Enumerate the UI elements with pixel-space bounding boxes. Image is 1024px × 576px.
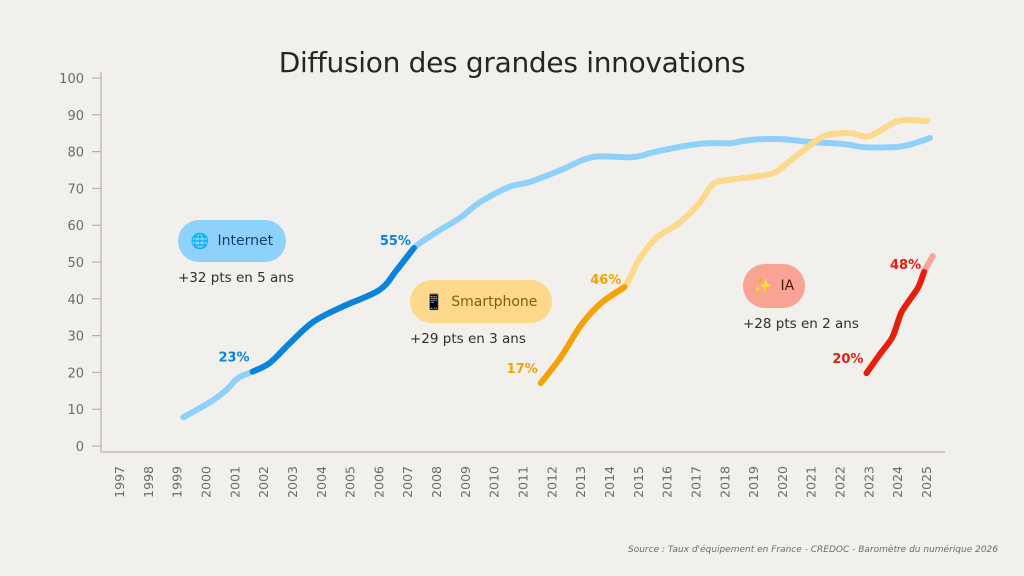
smartphone-value-label: 46%: [590, 273, 621, 288]
x-tick-label: 2018: [717, 466, 732, 498]
x-tick-label: 2002: [256, 466, 271, 498]
legend-pill-smartphone: 📱 Smartphone: [410, 280, 552, 323]
y-tick-label: 100: [59, 72, 84, 87]
y-tick-label: 40: [67, 293, 84, 308]
x-tick-label: 2016: [660, 466, 675, 498]
legend-label-smartphone: Smartphone: [451, 293, 538, 310]
sparkles-icon: ✨: [753, 277, 773, 295]
x-tick-label: 2014: [602, 466, 617, 498]
x-tick-label: 2006: [371, 466, 386, 498]
y-tick-label: 20: [67, 366, 84, 381]
x-tick-label: 1997: [112, 466, 127, 498]
x-tick-label: 2011: [516, 466, 531, 498]
internet-value-label: 23%: [218, 351, 249, 366]
x-tick-label: 2007: [400, 466, 415, 498]
y-tick-label: 70: [67, 182, 84, 197]
x-tick-label: 2001: [227, 466, 242, 498]
globe-icon: 🌐: [190, 232, 210, 250]
x-tick-label: 2004: [314, 466, 329, 498]
y-tick-label: 80: [67, 146, 84, 161]
y-tick-label: 90: [67, 109, 84, 124]
y-tick-label: 0: [76, 440, 84, 455]
ia-value-label: 20%: [832, 352, 863, 367]
x-tick-label: 2010: [487, 466, 502, 498]
x-tick-label: 2008: [429, 466, 444, 498]
legend-pill-internet: 🌐 Internet: [178, 220, 286, 262]
source-note: Source : Taux d'équipement en France - C…: [628, 545, 998, 555]
ia-highlight-segment: [863, 268, 928, 377]
y-tick-label: 50: [67, 256, 84, 271]
x-tick-label: 2005: [343, 466, 358, 498]
x-tick-label: 2023: [861, 466, 876, 498]
smartphone-value-label: 17%: [507, 362, 538, 377]
chart-title: Diffusion des grandes innovations: [278, 46, 746, 79]
internet-line: [180, 134, 933, 421]
smartphone-growth-note: +29 pts en 3 ans: [410, 331, 526, 347]
x-tick-label: 2022: [833, 466, 848, 498]
x-tick-label: 2013: [573, 466, 588, 498]
x-tick-label: 2003: [285, 466, 300, 498]
x-tick-label: 2009: [458, 466, 473, 498]
ia-value-label: 48%: [890, 258, 921, 273]
internet-value-label: 55%: [380, 234, 411, 249]
legend-label-internet: Internet: [217, 233, 274, 249]
x-tick-label: 2021: [804, 466, 819, 498]
x-tick-label: 2015: [631, 466, 646, 498]
internet-highlight-segment: [249, 245, 417, 375]
x-tick-label: 2025: [919, 466, 934, 498]
y-tick-label: 30: [67, 330, 84, 345]
ia-growth-note: +28 pts en 2 ans: [743, 316, 859, 332]
x-tick-label: 2000: [198, 466, 213, 498]
x-tick-label: 2024: [890, 466, 905, 498]
x-tick-label: 2019: [746, 466, 761, 498]
x-tick-label: 2020: [775, 466, 790, 498]
x-tick-label: 1998: [141, 466, 156, 498]
y-tick-label: 60: [67, 219, 84, 234]
legend-label-ia: IA: [780, 278, 795, 294]
x-tick-label: 1999: [170, 466, 185, 498]
y-tick-label: 10: [67, 403, 84, 418]
x-tick-label: 2017: [688, 466, 703, 498]
x-tick-label: 2012: [544, 466, 559, 498]
smartphone-icon: 📱: [424, 292, 444, 311]
legend-pill-ia: ✨ IA: [743, 264, 805, 308]
smartphone-highlight-segment: [537, 284, 628, 387]
internet-growth-note: +32 pts en 5 ans: [178, 270, 294, 286]
